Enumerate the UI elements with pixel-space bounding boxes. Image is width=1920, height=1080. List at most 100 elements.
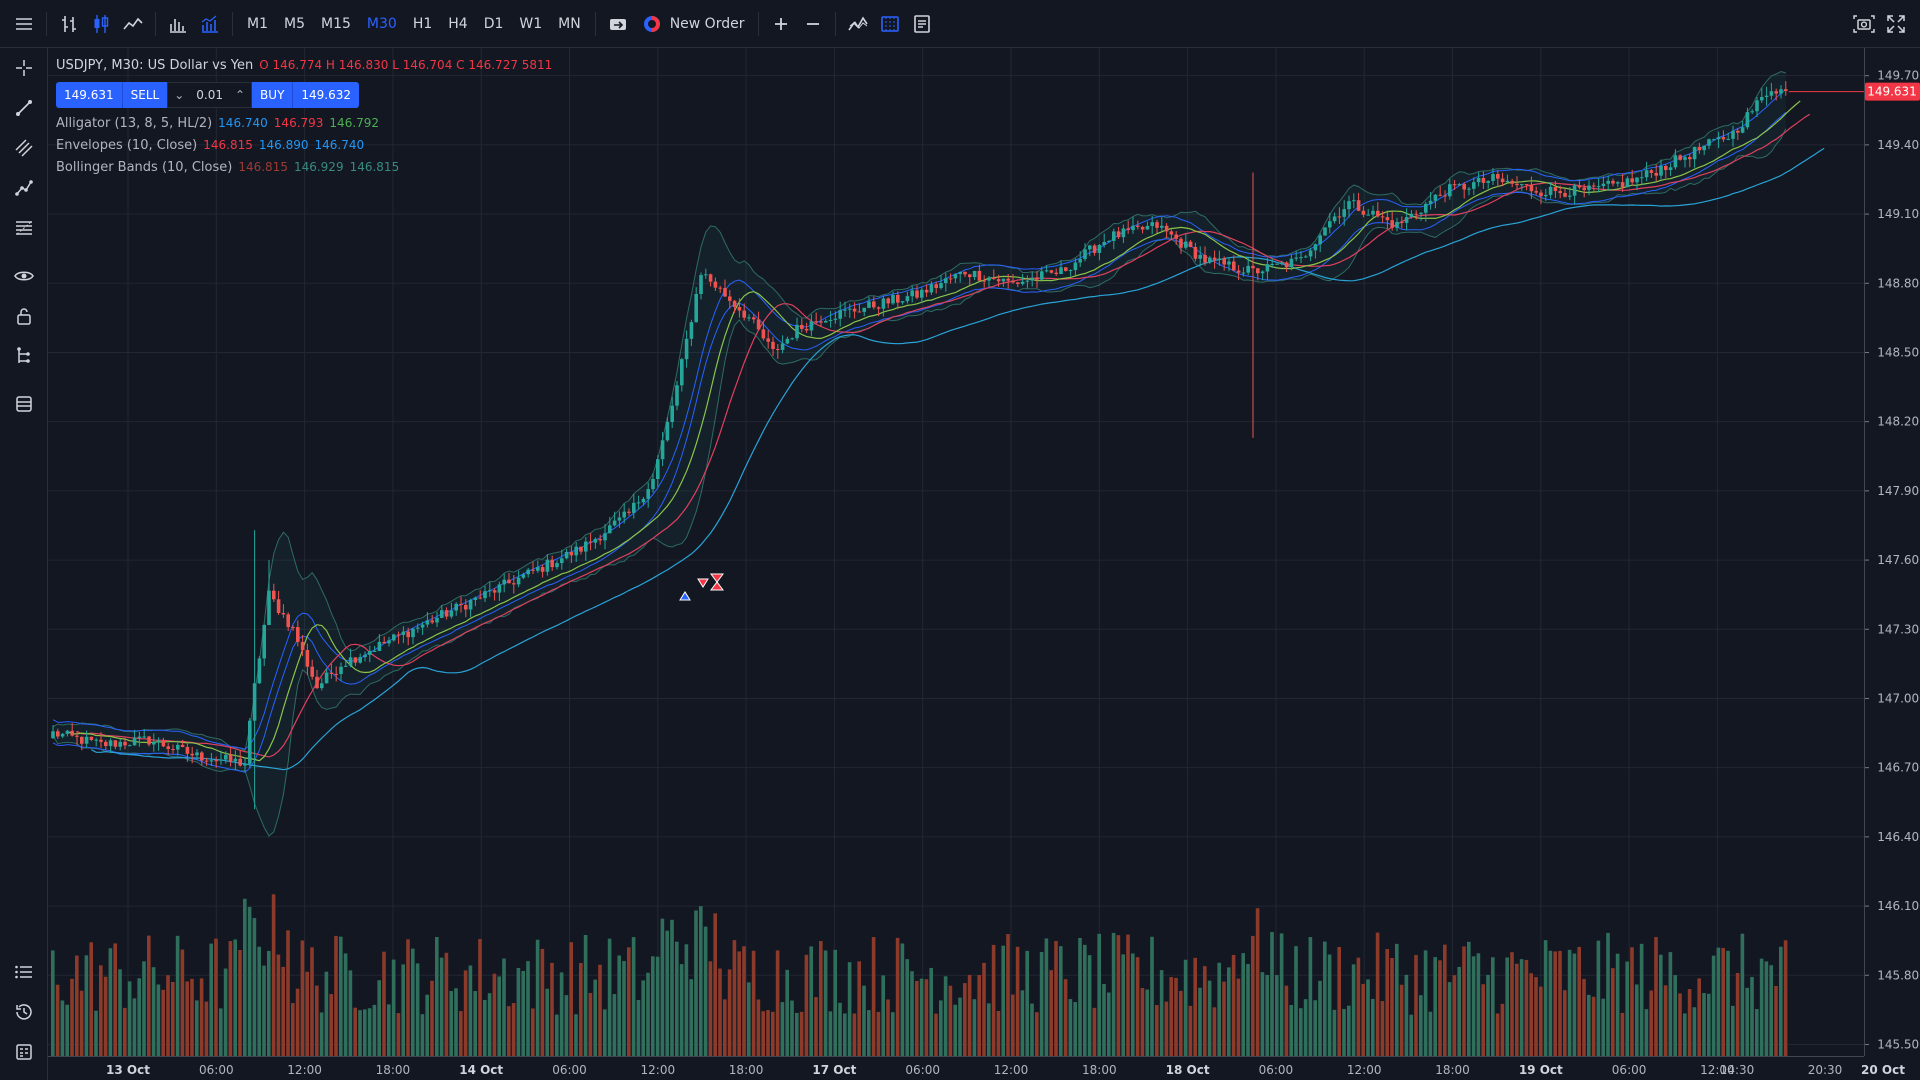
volume-icon[interactable] [162, 8, 194, 40]
volume-bar [463, 970, 468, 1056]
timeframe-mn[interactable]: MN [558, 15, 581, 32]
fibonacci-icon[interactable] [8, 212, 40, 244]
timeframe-w1[interactable]: W1 [519, 15, 543, 32]
candle-body [1342, 209, 1346, 217]
candle-body [1784, 89, 1788, 92]
timeframe-m30[interactable]: M30 [366, 15, 397, 32]
menu-icon[interactable] [8, 8, 40, 40]
candle-body [1438, 194, 1442, 196]
candle-body [675, 385, 679, 406]
volume-bar [790, 1000, 794, 1056]
candle-body [1779, 89, 1783, 94]
volume-bar [559, 972, 564, 1056]
chart-area[interactable]: 149.700 149.400 149.100 148.800 148.500 148.2… [48, 48, 1920, 1080]
volume-bar [1059, 946, 1063, 1056]
volume-bar [147, 935, 151, 1056]
polyline-icon[interactable] [8, 172, 40, 204]
volume-bar [291, 1003, 295, 1056]
line-chart-type-icon[interactable] [117, 8, 149, 40]
volume-bar [123, 1007, 127, 1056]
candle-body [670, 405, 674, 422]
history-icon[interactable] [8, 996, 40, 1028]
zoom-out-icon[interactable] [797, 8, 829, 40]
timeframe-m5[interactable]: M5 [284, 15, 305, 32]
volume-bar [857, 961, 861, 1056]
candle-body [1606, 180, 1610, 184]
candle-body [1524, 184, 1529, 186]
indicator-legend-row[interactable]: Alligator (13, 8, 5, HL/2) 146.740 146.793… [56, 112, 552, 134]
sell-price[interactable]: 149.631 [56, 82, 122, 108]
quantity-value[interactable]: 0.01 [196, 88, 223, 102]
candle-body [747, 317, 751, 319]
timeframe-h4[interactable]: H4 [448, 15, 468, 32]
candle-body [1611, 180, 1615, 184]
volume-bar [1543, 940, 1548, 1056]
candle-body [411, 628, 415, 638]
time-axis-label: 12:00 [641, 1063, 676, 1077]
timeframe-m15[interactable]: M15 [321, 15, 351, 32]
indicator-legend-row[interactable]: Envelopes (10, Close) 146.815 146.890 146.7… [56, 134, 552, 156]
lock-icon[interactable] [8, 300, 40, 332]
templates-icon[interactable] [906, 8, 938, 40]
sell-button[interactable]: SELL [121, 82, 168, 108]
candle-body [872, 301, 876, 308]
price-chart[interactable]: 149.700 149.400 149.100 148.800 148.500 148.2… [48, 48, 1920, 1080]
volume-bar [51, 950, 55, 1056]
bar-chart-type-icon[interactable] [53, 8, 85, 40]
crosshair-icon[interactable] [8, 52, 40, 84]
quantity-stepper[interactable]: ⌄ 0.01 ⌃ [167, 82, 253, 108]
candle-body [396, 634, 401, 636]
candle-body [147, 736, 151, 745]
candle-body [1760, 96, 1764, 101]
candle-body [1020, 281, 1025, 284]
database-icon[interactable] [8, 388, 40, 420]
object-tree-icon[interactable] [8, 340, 40, 372]
candle-body [886, 298, 890, 304]
one-click-trading-icon[interactable] [602, 8, 634, 40]
candle-body [1299, 257, 1303, 259]
buy-price[interactable]: 149.632 [292, 82, 360, 108]
volume-bar [1620, 1012, 1625, 1056]
ohlc-values: O 146.774 H 146.830 L 146.704 C 146.727 … [259, 58, 553, 72]
eye-icon[interactable] [8, 260, 40, 292]
chevron-up-icon[interactable]: ⌃ [234, 88, 246, 102]
volume-bar [1452, 975, 1457, 1056]
candle-body [977, 270, 982, 281]
timeframe-m1[interactable]: M1 [247, 15, 268, 32]
tick-volume-icon[interactable] [194, 8, 226, 40]
volume-bar [939, 1000, 943, 1056]
volume-bar [1227, 967, 1231, 1056]
time-axis-label: 13 Oct [106, 1063, 150, 1077]
candle-body [1424, 203, 1428, 213]
candle-body [1697, 146, 1702, 151]
volume-bar [867, 1010, 871, 1056]
volume-bar [175, 935, 180, 1056]
chevron-down-icon[interactable]: ⌄ [174, 88, 185, 102]
journal-icon[interactable] [8, 1036, 40, 1068]
volume-bar [1385, 949, 1389, 1056]
channel-icon[interactable] [8, 132, 40, 164]
candle-body [1505, 180, 1510, 183]
timeframe-h1[interactable]: H1 [412, 15, 433, 32]
candlestick-chart-type-icon[interactable] [85, 8, 117, 40]
candle-body [713, 281, 718, 288]
zoom-in-icon[interactable] [765, 8, 797, 40]
buy-button[interactable]: BUY [252, 82, 293, 108]
volume-bar [1198, 987, 1202, 1056]
positions-list-icon[interactable] [8, 956, 40, 988]
volume-bar [607, 938, 612, 1056]
volume-bar [1025, 950, 1029, 1056]
fullscreen-icon[interactable] [1880, 8, 1912, 40]
screenshot-icon[interactable] [1848, 8, 1880, 40]
period-separators-icon[interactable] [874, 8, 906, 40]
volume-bar [535, 939, 540, 1056]
new-order-button[interactable]: New Order [634, 14, 753, 34]
indicators-icon[interactable] [842, 8, 874, 40]
volume-bar [1164, 1001, 1169, 1056]
indicator-legend-row[interactable]: Bollinger Bands (10, Close) 146.815 146.92… [56, 156, 552, 178]
trend-line-icon[interactable] [8, 92, 40, 124]
volume-bar [127, 981, 132, 1056]
candle-body [152, 741, 156, 745]
timeframe-d1[interactable]: D1 [483, 15, 504, 32]
candle-body [368, 650, 372, 655]
